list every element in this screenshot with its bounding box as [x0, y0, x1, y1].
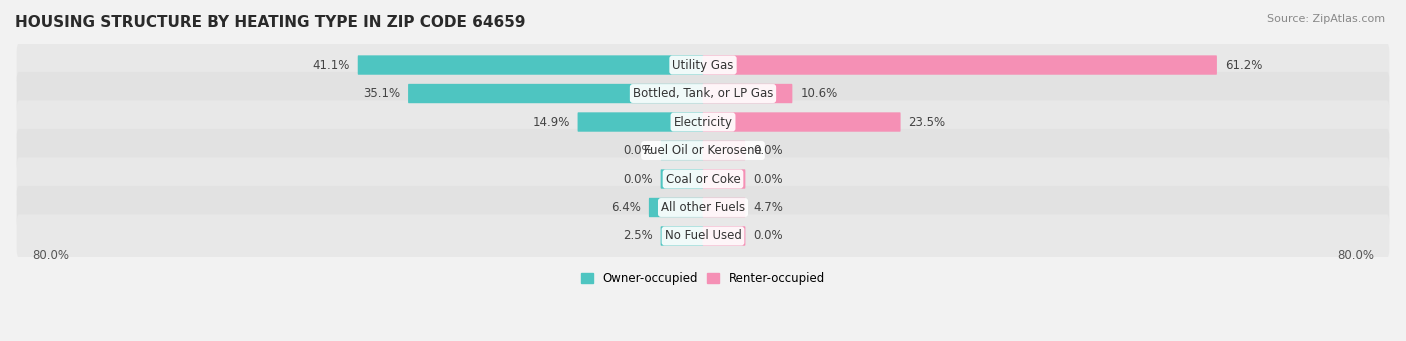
Text: 2.5%: 2.5% [623, 229, 652, 242]
FancyBboxPatch shape [357, 55, 703, 75]
Text: 0.0%: 0.0% [623, 173, 652, 186]
Text: 0.0%: 0.0% [754, 229, 783, 242]
Text: 10.6%: 10.6% [800, 87, 838, 100]
FancyBboxPatch shape [703, 112, 901, 132]
Text: 80.0%: 80.0% [32, 249, 69, 262]
FancyBboxPatch shape [661, 226, 703, 246]
Text: 0.0%: 0.0% [754, 144, 783, 157]
Text: 14.9%: 14.9% [533, 116, 569, 129]
FancyBboxPatch shape [17, 157, 1389, 201]
Text: No Fuel Used: No Fuel Used [665, 229, 741, 242]
FancyBboxPatch shape [408, 84, 703, 103]
Text: 35.1%: 35.1% [363, 87, 401, 100]
FancyBboxPatch shape [661, 169, 703, 189]
Text: All other Fuels: All other Fuels [661, 201, 745, 214]
Text: 23.5%: 23.5% [908, 116, 946, 129]
Text: 61.2%: 61.2% [1225, 59, 1263, 72]
FancyBboxPatch shape [661, 141, 703, 160]
FancyBboxPatch shape [17, 129, 1389, 172]
FancyBboxPatch shape [17, 186, 1389, 229]
Text: HOUSING STRUCTURE BY HEATING TYPE IN ZIP CODE 64659: HOUSING STRUCTURE BY HEATING TYPE IN ZIP… [15, 15, 526, 30]
FancyBboxPatch shape [703, 198, 745, 217]
Text: Fuel Oil or Kerosene: Fuel Oil or Kerosene [644, 144, 762, 157]
FancyBboxPatch shape [17, 100, 1389, 144]
FancyBboxPatch shape [703, 55, 1218, 75]
Text: 80.0%: 80.0% [1337, 249, 1374, 262]
Text: Bottled, Tank, or LP Gas: Bottled, Tank, or LP Gas [633, 87, 773, 100]
Legend: Owner-occupied, Renter-occupied: Owner-occupied, Renter-occupied [576, 267, 830, 290]
Text: 41.1%: 41.1% [312, 59, 350, 72]
FancyBboxPatch shape [703, 84, 793, 103]
Text: 0.0%: 0.0% [754, 173, 783, 186]
Text: 6.4%: 6.4% [612, 201, 641, 214]
FancyBboxPatch shape [17, 43, 1389, 87]
Text: Source: ZipAtlas.com: Source: ZipAtlas.com [1267, 14, 1385, 24]
FancyBboxPatch shape [17, 72, 1389, 115]
Text: Utility Gas: Utility Gas [672, 59, 734, 72]
Text: 0.0%: 0.0% [623, 144, 652, 157]
Text: Electricity: Electricity [673, 116, 733, 129]
FancyBboxPatch shape [17, 214, 1389, 258]
FancyBboxPatch shape [703, 169, 745, 189]
FancyBboxPatch shape [703, 141, 745, 160]
FancyBboxPatch shape [703, 226, 745, 246]
FancyBboxPatch shape [650, 198, 703, 217]
Text: Coal or Coke: Coal or Coke [665, 173, 741, 186]
FancyBboxPatch shape [578, 112, 703, 132]
Text: 4.7%: 4.7% [754, 201, 783, 214]
